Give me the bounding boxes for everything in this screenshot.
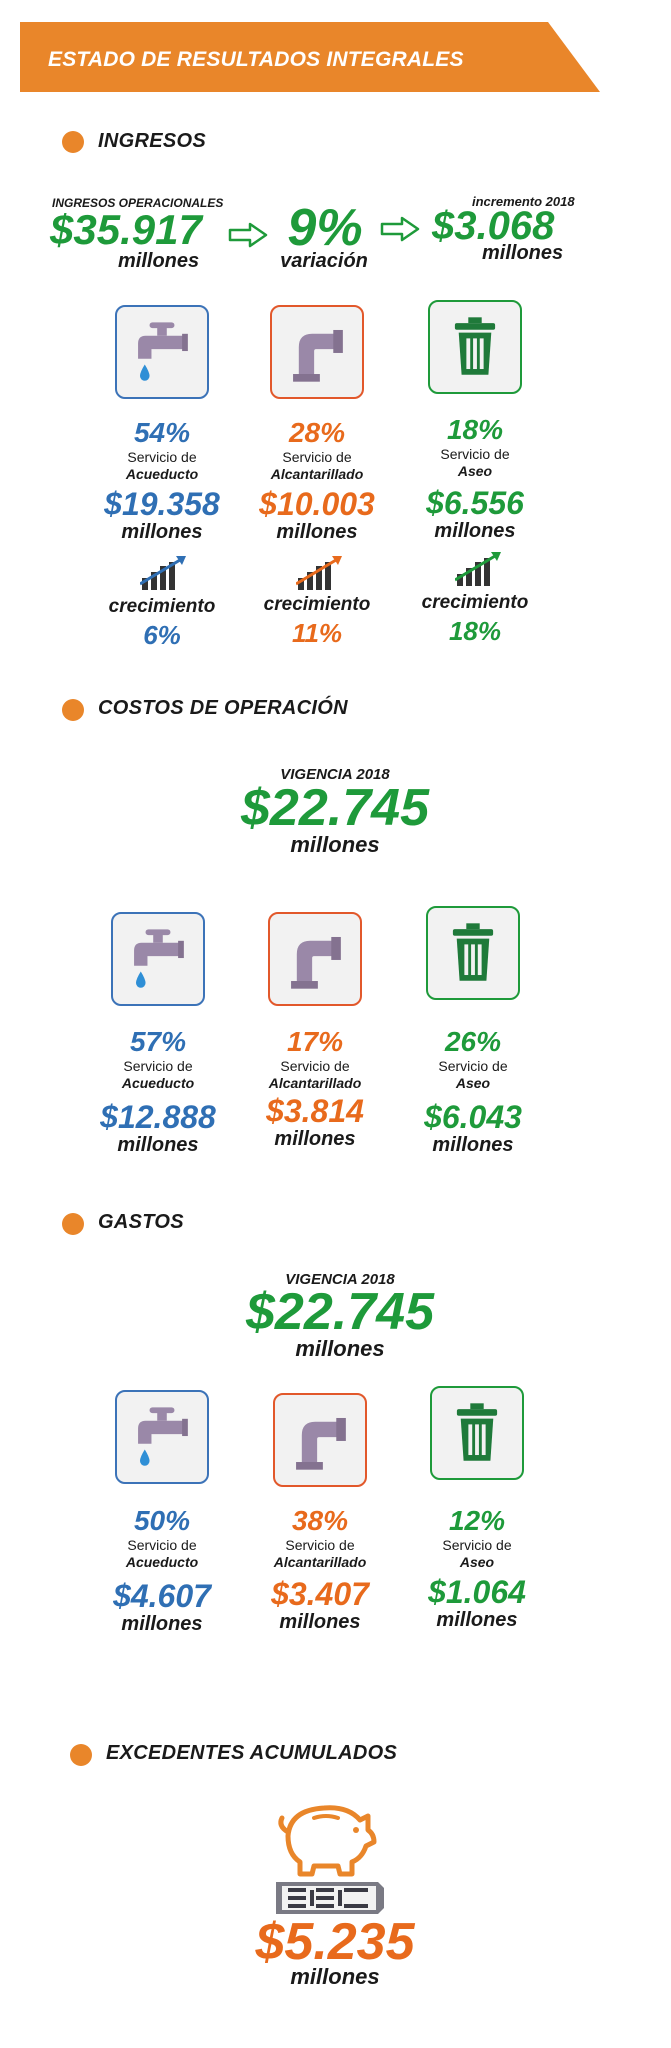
costos-aseo-line2: Aseo — [455, 1075, 491, 1091]
ingresos-acueducto-amount: $19.358 — [104, 486, 220, 522]
header-banner — [20, 22, 600, 92]
incremento-value: $3.068 — [432, 204, 555, 248]
page-title: ESTADO DE RESULTADOS INTEGRALES — [48, 48, 464, 71]
costos-alcantarillado-amount: $3.814 — [266, 1093, 364, 1129]
gastos-vigencia-label: VIGENCIA 2018 — [285, 1271, 395, 1288]
ingresos-aseo-unit: millones — [434, 520, 516, 542]
excedentes-value: $5.235 — [255, 1913, 415, 1971]
costos-aseo-line1: Servicio de — [438, 1058, 508, 1074]
growth-chart-icon — [296, 556, 342, 590]
variacion-label: variación — [280, 250, 368, 272]
ingresos-alcantarillado-line2: Alcantarillado — [270, 466, 364, 482]
ingresos-alcantarillado-amount: $10.003 — [259, 486, 375, 522]
piggy-bank-icon — [276, 1805, 384, 1914]
costos-alcantarillado-line2: Alcantarillado — [268, 1075, 362, 1091]
growth-chart-icon — [455, 552, 501, 586]
gastos-aseo-unit: millones — [436, 1609, 518, 1631]
ingresos-aseo-pct: 18% — [446, 414, 504, 445]
costos-aseo-amount: $6.043 — [424, 1099, 522, 1135]
gastos-alcantarillado-pct: 38% — [291, 1505, 349, 1536]
gastos-aseo-pct: 12% — [448, 1505, 506, 1536]
section-title-ingresos: INGRESOS — [98, 130, 206, 152]
trash-icon — [430, 1386, 524, 1480]
costos-acueducto-line2: Acueducto — [121, 1075, 195, 1091]
trash-icon — [428, 300, 522, 394]
ingresos-alcantarillado-growth-label: crecimiento — [263, 594, 371, 615]
section-title-excedentes: EXCEDENTES ACUMULADOS — [106, 1742, 398, 1764]
ingresos-acueducto-unit: millones — [121, 521, 203, 543]
section-bullet — [70, 1744, 92, 1766]
pipe-icon — [270, 305, 364, 399]
ingresos-aseo-growth-label: crecimiento — [421, 592, 529, 613]
costos-acueducto-amount: $12.888 — [100, 1099, 216, 1135]
ingresos-operacionales-label: INGRESOS OPERACIONALES — [52, 196, 224, 210]
arrow-right-icon — [380, 216, 420, 242]
gastos-acueducto-pct: 50% — [133, 1505, 191, 1536]
costos-alcantarillado-unit: millones — [274, 1128, 356, 1150]
ingresos-aseo-growth-value: 18% — [448, 616, 502, 646]
ingresos-operacionales-unit: millones — [118, 250, 200, 272]
ingresos-aseo-amount: $6.556 — [426, 485, 524, 521]
trash-icon — [426, 906, 520, 1000]
gastos-vigencia-value: $22.745 — [246, 1283, 434, 1341]
costos-acueducto-unit: millones — [117, 1134, 199, 1156]
growth-chart-icon — [140, 556, 186, 590]
arrow-right-icon — [228, 222, 268, 248]
ingresos-acueducto-line2: Acueducto — [125, 466, 199, 482]
gastos-aseo-line2: Aseo — [459, 1554, 495, 1570]
gastos-acueducto-line2: Acueducto — [125, 1554, 199, 1570]
pipe-icon — [273, 1393, 367, 1487]
ingresos-aseo-line1: Servicio de — [440, 446, 510, 462]
gastos-acueducto-amount: $4.607 — [113, 1578, 211, 1614]
costos-aseo-unit: millones — [432, 1134, 514, 1156]
ingresos-acueducto-line1: Servicio de — [127, 449, 197, 465]
costos-vigencia-value: $22.745 — [241, 779, 429, 837]
section-bullet — [62, 131, 84, 153]
ingresos-alcantarillado-pct: 28% — [288, 417, 346, 448]
costos-acueducto-line1: Servicio de — [123, 1058, 193, 1074]
ingresos-acueducto-growth-value: 6% — [143, 620, 181, 650]
gastos-alcantarillado-amount: $3.407 — [271, 1576, 369, 1612]
section-bullet — [62, 699, 84, 721]
gastos-alcantarillado-line2: Alcantarillado — [273, 1554, 367, 1570]
costos-vigencia-unit: millones — [290, 832, 380, 857]
gastos-acueducto-line1: Servicio de — [127, 1537, 197, 1553]
gastos-alcantarillado-line1: Servicio de — [285, 1537, 355, 1553]
costos-alcantarillado-line1: Servicio de — [280, 1058, 350, 1074]
ingresos-operacionales-value: $35.917 — [50, 206, 202, 253]
ingresos-aseo-line2: Aseo — [457, 463, 493, 479]
section-title-costos: COSTOS DE OPERACIÓN — [98, 697, 348, 719]
costos-vigencia-label: VIGENCIA 2018 — [280, 766, 390, 783]
faucet-icon — [111, 912, 205, 1006]
gastos-aseo-line1: Servicio de — [442, 1537, 512, 1553]
costos-alcantarillado-pct: 17% — [286, 1026, 344, 1057]
ingresos-acueducto-growth-label: crecimiento — [108, 596, 216, 617]
gastos-vigencia-unit: millones — [295, 1336, 385, 1361]
gastos-aseo-amount: $1.064 — [428, 1574, 526, 1610]
gastos-acueducto-unit: millones — [121, 1613, 203, 1635]
faucet-icon — [115, 305, 209, 399]
variacion-value: 9% — [287, 199, 363, 257]
costos-aseo-pct: 26% — [444, 1026, 502, 1057]
incremento-unit: millones — [482, 242, 564, 264]
ingresos-alcantarillado-unit: millones — [276, 521, 358, 543]
pipe-icon — [268, 912, 362, 1006]
gastos-alcantarillado-unit: millones — [279, 1611, 361, 1633]
costos-acueducto-pct: 57% — [129, 1026, 187, 1057]
section-bullet — [62, 1213, 84, 1235]
ingresos-alcantarillado-growth-value: 11% — [291, 618, 343, 648]
faucet-icon — [115, 1390, 209, 1484]
incremento-label: incremento 2018 — [472, 194, 575, 209]
excedentes-unit: millones — [290, 1964, 380, 1989]
ingresos-acueducto-pct: 54% — [133, 417, 191, 448]
ingresos-alcantarillado-line1: Servicio de — [282, 449, 352, 465]
section-title-gastos: GASTOS — [98, 1211, 184, 1233]
